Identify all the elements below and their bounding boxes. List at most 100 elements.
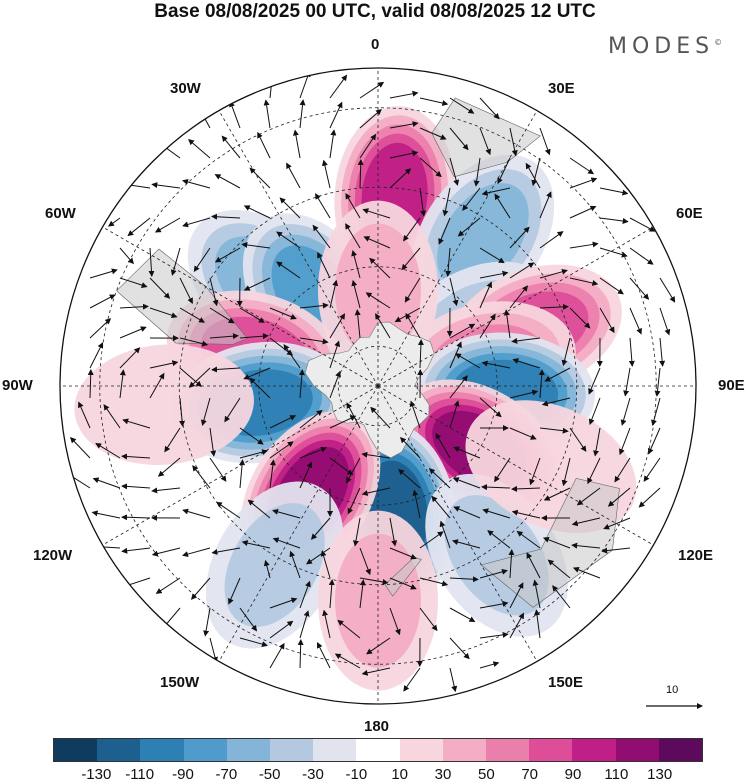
wind-arrow (276, 261, 301, 279)
wind-arrow (321, 159, 331, 189)
wind-arrow (269, 307, 297, 320)
wind-arrow (119, 277, 148, 288)
lon-label-30w: 30W (170, 80, 201, 97)
wind-arrow (299, 409, 323, 429)
wind-arrow (149, 307, 178, 319)
wind-arrow (508, 549, 515, 579)
modes-logo: MODES© (608, 34, 722, 59)
wind-arrow (203, 607, 211, 637)
wind-arrow (479, 600, 509, 609)
wind-arrow (362, 208, 391, 219)
colorbar-tick-label: 10 (391, 766, 408, 783)
wind-arrow (603, 517, 631, 530)
wind-arrow (121, 453, 151, 460)
wind-arrow (119, 247, 134, 265)
colorbar-swatch (226, 739, 271, 761)
wind-arrow (569, 205, 597, 219)
wind-arrow (453, 506, 481, 519)
reference-vector-label: 10 (666, 684, 679, 696)
lon-label-30e: 30E (548, 80, 575, 97)
wind-arrow (269, 415, 297, 429)
wind-arrow (569, 157, 595, 175)
wind-arrow (445, 247, 452, 277)
wind-arrow (629, 277, 650, 300)
wind-arrow (389, 90, 419, 99)
wind-arrow (571, 542, 601, 549)
meridian-line (218, 110, 379, 387)
wind-arrow (298, 369, 305, 399)
colorbar-swatch (183, 739, 227, 761)
wind-arrow (359, 547, 371, 576)
wind-arrow (346, 457, 361, 484)
colorbar-tick-label: -70 (215, 766, 238, 783)
wind-arrow (481, 187, 511, 196)
wind-arrow (404, 277, 421, 303)
wind-arrow (209, 637, 218, 664)
wind-arrow (247, 499, 271, 519)
wind-arrow (209, 307, 235, 324)
wind-arrow (241, 540, 271, 549)
lon-label-60w: 60W (45, 205, 76, 222)
wind-arrow (419, 157, 442, 178)
wind-arrow (389, 547, 417, 560)
wind-arrow (361, 451, 391, 459)
wind-arrow (654, 367, 661, 397)
wind-arrow (357, 159, 364, 189)
wind-arrow (389, 517, 398, 547)
wind-arrow (299, 302, 329, 309)
wind-arrow (479, 281, 493, 309)
wind-arrow (629, 307, 642, 335)
colorbar-swatch (270, 739, 314, 761)
wind-arrow (487, 530, 511, 549)
wind-arrow (329, 457, 354, 476)
wind-arrow (449, 97, 475, 114)
wind-arrow (299, 580, 311, 609)
colorbar-swatch (140, 739, 184, 761)
wind-arrow (659, 307, 671, 336)
wind-arrow (151, 547, 181, 557)
wind-arrow (182, 179, 211, 189)
wind-arrow (417, 339, 424, 369)
wind-arrow (409, 400, 421, 429)
wind-arrow (209, 277, 219, 307)
wind-arrow (569, 241, 599, 249)
map-border (59, 67, 697, 705)
wind-arrow (239, 333, 269, 340)
wind-arrow (179, 277, 193, 305)
wind-arrow (599, 307, 615, 334)
wind-arrow (479, 313, 496, 339)
wind-arrow (157, 457, 181, 477)
wind-arrow (569, 307, 591, 329)
lon-label-0: 0 (371, 36, 380, 53)
wind-arrow (405, 312, 421, 339)
wind-arrow (531, 157, 541, 187)
wind-arrow (241, 241, 271, 249)
graticule (60, 68, 696, 704)
wind-arrow (214, 174, 241, 189)
wind-arrow (541, 397, 571, 407)
wind-arrow (119, 326, 147, 339)
wind-arrow (449, 323, 476, 339)
wind-arrow (149, 372, 165, 399)
wind-arrow (511, 337, 541, 344)
wind-arrow (209, 457, 227, 482)
wind-arrow (279, 197, 301, 219)
wind-arrow (438, 217, 451, 245)
latitude-circle (337, 345, 419, 427)
wind-arrow (119, 347, 141, 369)
wind-arrow (269, 642, 285, 669)
continent-coastline (480, 478, 620, 608)
colorbar-tick-label: -90 (172, 766, 194, 783)
wind-arrow (107, 217, 121, 227)
wind-arrow (299, 99, 306, 129)
wind-arrow (647, 427, 661, 455)
wind-arrow (561, 337, 571, 367)
lon-label-150e: 150E (548, 674, 584, 691)
wind-arrow (599, 247, 628, 258)
lon-label-90e: 90E (718, 377, 745, 394)
colorbar-tick-label: 90 (564, 766, 582, 783)
wind-arrow (239, 637, 268, 647)
colorbar-swatch (356, 739, 400, 761)
wind-arrow (539, 427, 569, 434)
wind-arrow (263, 99, 271, 129)
